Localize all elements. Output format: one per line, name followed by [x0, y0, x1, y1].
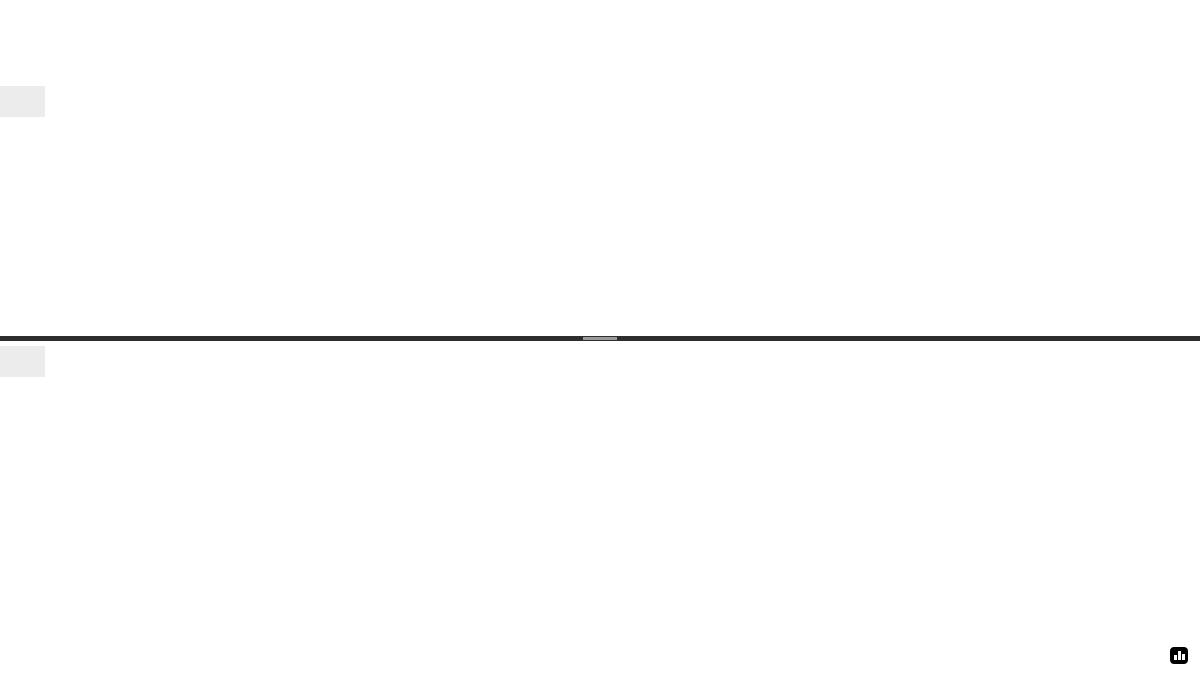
panel-divider [0, 336, 1200, 341]
legend-liquidity [0, 346, 45, 377]
legend-usgg10yr [0, 86, 45, 117]
legend-swatch-red-icon [10, 355, 23, 368]
bloomberg-logo [1163, 647, 1188, 664]
y-axis-title-top [1168, 86, 1198, 336]
panel-resize-grip[interactable] [583, 336, 617, 341]
y-axis-title-bottom [1168, 345, 1198, 611]
legend-swatch-black-icon [10, 95, 23, 108]
bloomberg-chart-mark-icon [1170, 647, 1188, 664]
